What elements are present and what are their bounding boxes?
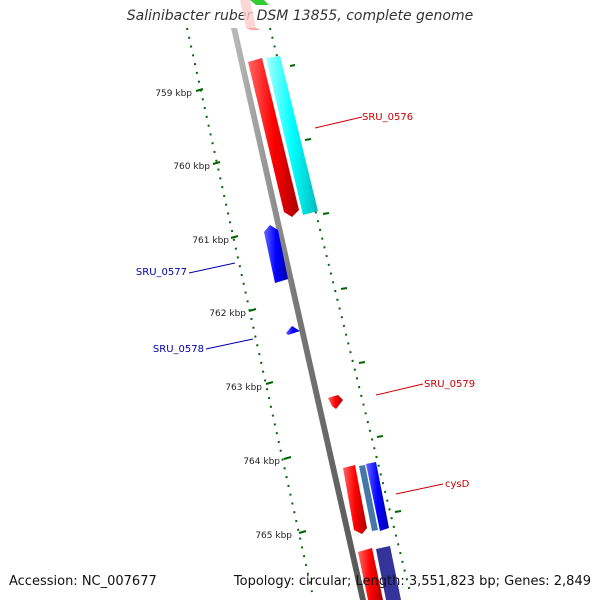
gene-bottom-red[interactable]	[358, 548, 383, 600]
genome-backbone	[231, 28, 366, 600]
gene-SRU_0578[interactable]	[286, 326, 300, 335]
gene-cysD-blue[interactable]	[366, 462, 389, 531]
label-SRU_0577[interactable]: SRU_0577	[136, 267, 187, 278]
gene-SRU_0577[interactable]	[264, 225, 288, 283]
gene-cysD-red[interactable]	[343, 465, 367, 534]
leader-SRU_0577	[188, 262, 236, 274]
leader-cysD	[395, 483, 444, 495]
gene-SRU_0579[interactable]	[328, 395, 343, 409]
genome-summary-text: Topology: circular; Length: 3,551,823 bp…	[233, 574, 591, 589]
tick-label-760: 760 kbp	[173, 162, 210, 172]
label-SRU_0579[interactable]: SRU_0579	[424, 379, 475, 390]
tick-label-764: 764 kbp	[243, 457, 280, 467]
leader-SRU_0576	[314, 116, 363, 129]
tick-label-759: 759 kbp	[155, 89, 192, 99]
right-major-ticks	[289, 64, 402, 513]
genome-title: Salinibacter ruber DSM 13855, complete g…	[126, 8, 474, 24]
leader-SRU_0578	[205, 338, 254, 350]
label-SRU_0578[interactable]: SRU_0578	[153, 344, 204, 355]
gene-bottom-navy[interactable]	[376, 546, 401, 600]
tick-label-765: 765 kbp	[255, 531, 292, 541]
accession-text: Accession: NC_007677	[9, 574, 157, 589]
gene-top-pink	[246, 28, 261, 30]
tick-label-762: 762 kbp	[209, 309, 246, 319]
gene-cysD-steel[interactable]	[359, 465, 378, 531]
gene-top-pink-2	[240, 0, 256, 28]
leader-SRU_0579	[375, 383, 424, 396]
gene-SRU_0576-red[interactable]	[248, 58, 299, 217]
label-SRU_0576[interactable]: SRU_0576	[362, 112, 413, 123]
tick-label-761: 761 kbp	[192, 236, 229, 246]
tick-label-763: 763 kbp	[225, 383, 262, 393]
gene-SRU_0576-cyan[interactable]	[266, 56, 318, 215]
label-cysD[interactable]: cysD	[445, 479, 470, 490]
gene-top-green	[250, 0, 269, 5]
left-major-ticks	[195, 88, 307, 534]
